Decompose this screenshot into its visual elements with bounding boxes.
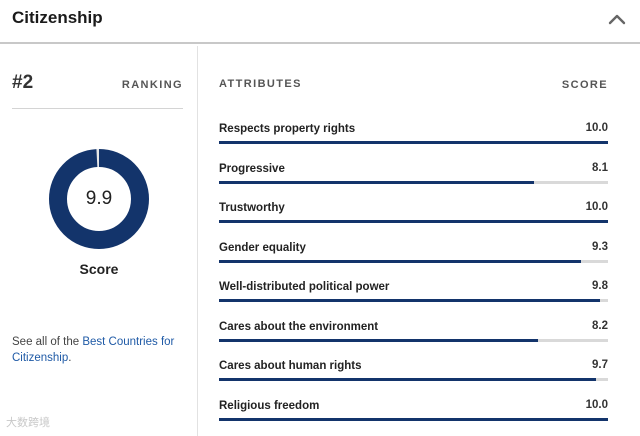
attribute-score: 9.3 <box>592 240 608 253</box>
attribute-bar-fill <box>219 220 608 223</box>
attribute-row: Cares about the environment 8.2 <box>219 314 608 354</box>
section-header[interactable]: Citizenship <box>0 0 640 44</box>
attribute-bar-fill <box>219 141 608 144</box>
attribute-row: Respects property rights 10.0 <box>219 116 608 156</box>
attribute-label: Respects property rights <box>219 123 356 135</box>
donut-arc <box>49 149 149 249</box>
attribute-label: Cares about human rights <box>219 360 362 372</box>
attribute-label: Cares about the environment <box>219 320 379 333</box>
attribute-row: Progressive 8.1 <box>219 156 608 196</box>
attribute-bar-fill <box>219 299 601 302</box>
attributes-panel: ATTRIBUTES SCORE Respects property right… <box>199 46 640 436</box>
attribute-label: Progressive <box>219 162 285 175</box>
see-all-text: See all of the Best Countries for Citize… <box>12 334 188 366</box>
attribute-bar-track <box>219 338 608 342</box>
attribute-label: Religious freedom <box>219 399 320 412</box>
attribute-row: Religious freedom 10.0 <box>219 393 608 433</box>
score-header: SCORE <box>561 79 608 91</box>
score-label: Score <box>79 261 119 277</box>
attribute-bar-fill <box>219 338 538 342</box>
score-donut <box>49 149 149 249</box>
see-all-prefix: See all of the <box>12 336 83 348</box>
attribute-bar-fill <box>219 259 581 263</box>
attribute-row: Gender equality 9.3 <box>219 235 608 275</box>
attribute-score: 10.0 <box>585 398 608 411</box>
watermark: 大数跨境 <box>6 417 50 429</box>
attribute-bar-track <box>219 220 608 223</box>
see-all-suffix: . <box>68 352 72 364</box>
attribute-bar-fill <box>219 180 535 184</box>
ranking-label: RANKING <box>121 79 183 91</box>
attribute-bar-track <box>219 299 608 302</box>
attribute-bar-track <box>219 141 608 144</box>
attribute-score: 8.1 <box>592 161 608 174</box>
score-value: 9.9 <box>85 188 113 209</box>
chevron-up-icon[interactable] <box>608 12 626 26</box>
ranking-number: #2 <box>12 72 34 93</box>
attribute-bar-track <box>219 417 608 421</box>
attribute-bar-track <box>219 180 608 184</box>
attribute-row: Cares about human rights 9.7 <box>219 353 608 393</box>
attribute-score: 8.2 <box>592 319 608 332</box>
attribute-bar-fill <box>219 378 597 381</box>
section-title: Citizenship <box>12 8 103 27</box>
ranking-divider <box>12 108 183 109</box>
attribute-row: Well-distributed political power 9.8 <box>219 274 608 314</box>
ranking-panel: #2 RANKING 9.9 Score See all of the Best… <box>0 46 198 436</box>
attribute-bar-track <box>219 259 608 263</box>
attribute-score: 9.7 <box>592 359 608 371</box>
attributes-header: ATTRIBUTES <box>219 78 302 90</box>
best-countries-link[interactable]: Best Countries for Citizenship <box>12 336 175 364</box>
attribute-bar-fill <box>219 417 608 421</box>
attribute-score: 9.8 <box>592 280 608 292</box>
attribute-score: 10.0 <box>585 201 608 213</box>
attribute-label: Gender equality <box>219 241 306 254</box>
attribute-label: Trustworthy <box>219 202 285 214</box>
attribute-bar-track <box>219 378 608 381</box>
attribute-score: 10.0 <box>585 122 608 134</box>
attribute-row: Trustworthy 10.0 <box>219 195 608 235</box>
attribute-label: Well-distributed political power <box>219 281 390 293</box>
